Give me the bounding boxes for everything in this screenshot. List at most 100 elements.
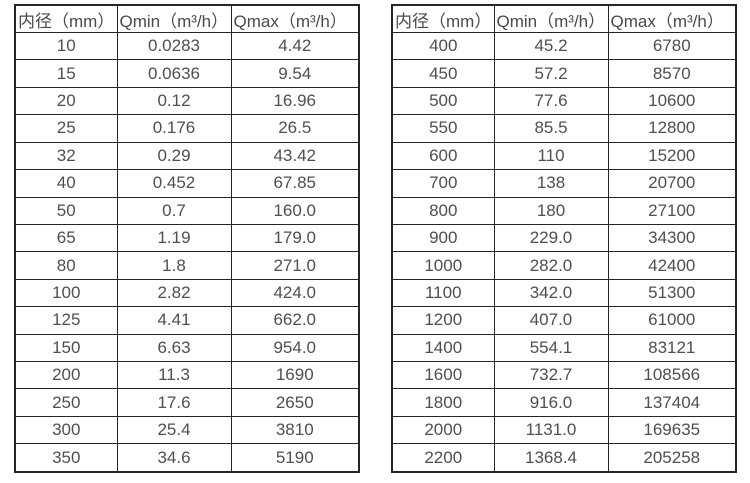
table-cell: 1600 — [391, 361, 495, 390]
table-row: 1100 342.0 51300 — [391, 278, 737, 308]
table-row: 50 0.7 160.0 — [14, 196, 360, 225]
table-cell: 8570 — [607, 59, 737, 88]
table-cell: 1.19 — [116, 223, 232, 253]
table-cell: 138 — [493, 169, 609, 198]
table-cell: 424.0 — [230, 278, 360, 308]
table-cell: 0.29 — [116, 141, 232, 171]
table-row: 700 138 20700 — [391, 169, 737, 198]
table-cell: 9.54 — [230, 59, 360, 88]
table-row: 150 6.63 954.0 — [14, 333, 360, 363]
table-row: 200 11.3 1690 — [14, 361, 360, 390]
table-cell: 1.8 — [116, 251, 232, 280]
table-row: 1200 407.0 61000 — [391, 306, 737, 335]
table-cell: 67.85 — [230, 169, 360, 198]
table-cell: 282.0 — [493, 251, 609, 280]
table-cell: 5190 — [230, 443, 360, 473]
table-row: 80 1.8 271.0 — [14, 251, 360, 280]
table-row: 600 110 15200 — [391, 141, 737, 171]
table-row: 450 57.2 8570 — [391, 59, 737, 88]
table-cell: 100 — [14, 278, 118, 308]
table-cell: 11.3 — [116, 361, 232, 390]
table-cell: 43.42 — [230, 141, 360, 171]
table-cell: 12800 — [607, 114, 737, 143]
table-cell: 16.96 — [230, 86, 360, 116]
column-header-inner-diameter: 内径（mm） — [14, 4, 118, 33]
table-cell: 83121 — [607, 333, 737, 363]
table-cell: 150 — [14, 333, 118, 363]
table-row: 25 0.176 26.5 — [14, 114, 360, 143]
table-cell: 80 — [14, 251, 118, 280]
table-cell: 10600 — [607, 86, 737, 116]
table-row: 32 0.29 43.42 — [14, 141, 360, 171]
table-cell: 125 — [14, 306, 118, 335]
table-header: 内径（mm） Qmin（m³/h） Qmax（m³/h） — [391, 4, 737, 33]
column-header-qmax: Qmax（m³/h） — [230, 4, 360, 33]
table-row: 1600 732.7 108566 — [391, 361, 737, 390]
table-cell: 229.0 — [493, 223, 609, 253]
table-cell: 2650 — [230, 388, 360, 417]
table-row: 1400 554.1 83121 — [391, 333, 737, 363]
table-cell: 954.0 — [230, 333, 360, 363]
table-cell: 180 — [493, 196, 609, 225]
table-row: 2000 1131.0 169635 — [391, 415, 737, 445]
table-row: 800 180 27100 — [391, 196, 737, 225]
table-cell: 42400 — [607, 251, 737, 280]
table-cell: 25.4 — [116, 415, 232, 445]
table-cell: 2.82 — [116, 278, 232, 308]
table-cell: 108566 — [607, 361, 737, 390]
table-cell: 200 — [14, 361, 118, 390]
table-cell: 1400 — [391, 333, 495, 363]
table-cell: 61000 — [607, 306, 737, 335]
table-row: 500 77.6 10600 — [391, 86, 737, 116]
table-cell: 50 — [14, 196, 118, 225]
table-cell: 0.0283 — [116, 31, 232, 61]
table-row: 400 45.2 6780 — [391, 31, 737, 61]
table-cell: 160.0 — [230, 196, 360, 225]
table-cell: 407.0 — [493, 306, 609, 335]
table-cell: 34.6 — [116, 443, 232, 473]
flow-range-table-large-diameters: 内径（mm） Qmin（m³/h） Qmax（m³/h） 400 45.2 6780… — [391, 4, 737, 473]
table-row: 40 0.452 67.85 — [14, 169, 360, 198]
table-cell: 700 — [391, 169, 495, 198]
table-row: 250 17.6 2650 — [14, 388, 360, 417]
column-header-qmax: Qmax（m³/h） — [607, 4, 737, 33]
table-row: 1000 282.0 42400 — [391, 251, 737, 280]
table-row: 10 0.0283 4.42 — [14, 31, 360, 61]
table-cell: 500 — [391, 86, 495, 116]
table-cell: 77.6 — [493, 86, 609, 116]
table-row: 300 25.4 3810 — [14, 415, 360, 445]
table-row: 350 34.6 5190 — [14, 443, 360, 473]
table-row: 100 2.82 424.0 — [14, 278, 360, 308]
table-cell: 32 — [14, 141, 118, 171]
table-cell: 179.0 — [230, 223, 360, 253]
table-cell: 250 — [14, 388, 118, 417]
table-cell: 0.12 — [116, 86, 232, 116]
table-cell: 0.176 — [116, 114, 232, 143]
table-cell: 137404 — [607, 388, 737, 417]
table-cell: 26.5 — [230, 114, 360, 143]
table-cell: 40 — [14, 169, 118, 198]
table-cell: 800 — [391, 196, 495, 225]
table-cell: 300 — [14, 415, 118, 445]
table-cell: 27100 — [607, 196, 737, 225]
column-header-qmin: Qmin（m³/h） — [493, 4, 609, 33]
table-cell: 169635 — [607, 415, 737, 445]
column-header-qmin: Qmin（m³/h） — [116, 4, 232, 33]
table-cell: 271.0 — [230, 251, 360, 280]
table-row: 20 0.12 16.96 — [14, 86, 360, 116]
table-cell: 65 — [14, 223, 118, 253]
table-cell: 0.0636 — [116, 59, 232, 88]
table-row: 1800 916.0 137404 — [391, 388, 737, 417]
table-cell: 1131.0 — [493, 415, 609, 445]
table-cell: 916.0 — [493, 388, 609, 417]
table-cell: 662.0 — [230, 306, 360, 335]
table-row: 15 0.0636 9.54 — [14, 59, 360, 88]
left-table-body: 10 0.0283 4.42 15 0.0636 9.54 20 0.12 16.96 25 0.1… — [14, 31, 360, 473]
table-row: 550 85.5 12800 — [391, 114, 737, 143]
table-cell: 4.42 — [230, 31, 360, 61]
table-cell: 732.7 — [493, 361, 609, 390]
header-row: 内径（mm） Qmin（m³/h） Qmax（m³/h） — [391, 4, 737, 33]
table-cell: 25 — [14, 114, 118, 143]
table-cell: 2200 — [391, 443, 495, 473]
